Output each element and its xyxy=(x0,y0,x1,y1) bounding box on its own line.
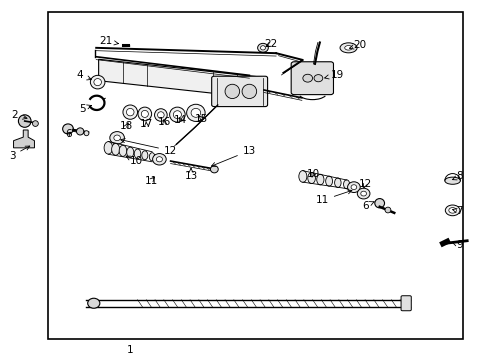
Ellipse shape xyxy=(90,75,105,89)
Text: 8: 8 xyxy=(451,171,462,181)
Text: 1: 1 xyxy=(127,345,133,355)
Ellipse shape xyxy=(316,174,324,185)
Polygon shape xyxy=(14,130,34,148)
Ellipse shape xyxy=(350,185,356,190)
Ellipse shape xyxy=(298,171,306,182)
Ellipse shape xyxy=(94,78,101,86)
Text: 9: 9 xyxy=(451,240,462,250)
Ellipse shape xyxy=(242,84,256,99)
Text: 21: 21 xyxy=(99,36,118,46)
Ellipse shape xyxy=(84,131,89,136)
Ellipse shape xyxy=(347,182,360,193)
Ellipse shape xyxy=(110,132,124,144)
Ellipse shape xyxy=(126,147,134,157)
Ellipse shape xyxy=(325,176,332,186)
Ellipse shape xyxy=(104,141,112,154)
Ellipse shape xyxy=(157,112,164,118)
Ellipse shape xyxy=(445,205,459,216)
Ellipse shape xyxy=(173,111,181,118)
Ellipse shape xyxy=(62,124,73,134)
Text: 22: 22 xyxy=(264,39,277,49)
Ellipse shape xyxy=(76,128,83,135)
Text: 10: 10 xyxy=(126,156,143,166)
Text: 17: 17 xyxy=(140,119,153,129)
Text: 19: 19 xyxy=(324,69,344,80)
Ellipse shape xyxy=(260,46,265,50)
FancyBboxPatch shape xyxy=(400,296,410,311)
Text: 4: 4 xyxy=(77,70,91,80)
Text: 11: 11 xyxy=(315,190,351,205)
Ellipse shape xyxy=(19,115,31,127)
Ellipse shape xyxy=(122,105,137,119)
Ellipse shape xyxy=(191,108,200,117)
Ellipse shape xyxy=(119,145,126,156)
Text: 12: 12 xyxy=(121,139,177,156)
Ellipse shape xyxy=(302,74,312,82)
Text: 13: 13 xyxy=(184,168,197,181)
Ellipse shape xyxy=(141,111,148,117)
Ellipse shape xyxy=(149,153,155,161)
Ellipse shape xyxy=(339,43,356,53)
Ellipse shape xyxy=(343,180,349,189)
Text: 10: 10 xyxy=(306,168,320,179)
Ellipse shape xyxy=(224,84,239,99)
Ellipse shape xyxy=(360,191,366,196)
FancyBboxPatch shape xyxy=(211,76,267,107)
Text: 15: 15 xyxy=(195,113,208,123)
Ellipse shape xyxy=(257,43,268,52)
Text: 16: 16 xyxy=(157,117,170,127)
Polygon shape xyxy=(99,59,261,99)
Ellipse shape xyxy=(448,208,455,213)
Text: 20: 20 xyxy=(349,40,366,50)
Ellipse shape xyxy=(334,178,341,188)
Text: 13: 13 xyxy=(211,146,255,166)
Text: 6: 6 xyxy=(361,201,373,211)
Text: 7: 7 xyxy=(451,206,462,216)
Text: 5: 5 xyxy=(79,104,91,113)
Text: 6: 6 xyxy=(65,129,72,139)
Ellipse shape xyxy=(210,166,218,173)
Ellipse shape xyxy=(154,109,167,121)
Ellipse shape xyxy=(138,107,151,121)
Ellipse shape xyxy=(156,157,162,162)
Ellipse shape xyxy=(142,151,147,160)
Ellipse shape xyxy=(374,199,384,208)
Text: 2: 2 xyxy=(12,110,27,120)
FancyBboxPatch shape xyxy=(290,62,333,95)
Ellipse shape xyxy=(307,172,315,184)
Text: 11: 11 xyxy=(144,176,158,186)
Ellipse shape xyxy=(111,143,120,155)
Ellipse shape xyxy=(134,149,141,159)
Ellipse shape xyxy=(32,121,38,126)
Ellipse shape xyxy=(114,135,120,141)
Ellipse shape xyxy=(87,298,100,308)
Ellipse shape xyxy=(357,188,369,199)
Ellipse shape xyxy=(444,177,459,184)
Ellipse shape xyxy=(313,75,322,82)
Text: 14: 14 xyxy=(173,115,186,125)
Ellipse shape xyxy=(186,104,204,121)
Text: 18: 18 xyxy=(120,121,133,131)
Ellipse shape xyxy=(152,154,166,165)
Text: 3: 3 xyxy=(9,146,30,161)
Bar xyxy=(47,12,462,339)
Ellipse shape xyxy=(384,207,390,213)
Ellipse shape xyxy=(126,108,134,116)
Text: 12: 12 xyxy=(358,179,371,189)
Ellipse shape xyxy=(169,107,185,122)
Ellipse shape xyxy=(344,46,352,50)
